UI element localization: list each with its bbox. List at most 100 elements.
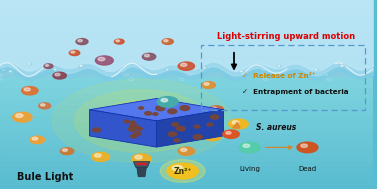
Circle shape <box>76 39 88 45</box>
Bar <box>0 8 372 15</box>
Circle shape <box>30 136 45 144</box>
Bar <box>0 0 372 8</box>
Text: S. aureus: S. aureus <box>256 123 296 132</box>
Polygon shape <box>89 98 224 121</box>
Bar <box>0 172 372 178</box>
Bar <box>0 81 372 87</box>
Circle shape <box>136 127 142 130</box>
Bar <box>0 178 372 183</box>
Circle shape <box>32 137 38 140</box>
Circle shape <box>204 83 209 85</box>
Circle shape <box>239 142 260 153</box>
Circle shape <box>145 112 152 115</box>
Circle shape <box>94 154 101 157</box>
Circle shape <box>53 72 66 79</box>
Polygon shape <box>156 110 224 147</box>
Circle shape <box>226 132 231 134</box>
Circle shape <box>181 63 187 66</box>
Circle shape <box>44 64 53 68</box>
Circle shape <box>24 88 30 91</box>
Circle shape <box>157 97 178 107</box>
Circle shape <box>144 54 149 57</box>
Bar <box>0 30 372 38</box>
Circle shape <box>207 123 213 126</box>
Circle shape <box>232 121 239 124</box>
Circle shape <box>78 40 82 42</box>
Bar <box>0 68 372 76</box>
Circle shape <box>204 132 221 141</box>
Circle shape <box>144 163 146 164</box>
Circle shape <box>41 104 45 106</box>
Circle shape <box>168 132 177 136</box>
Polygon shape <box>137 167 146 177</box>
Bar <box>0 121 372 127</box>
Circle shape <box>223 130 239 138</box>
Text: Light-stirring upward motion: Light-stirring upward motion <box>218 32 356 41</box>
Circle shape <box>211 107 216 110</box>
Polygon shape <box>133 162 150 167</box>
Circle shape <box>164 40 168 42</box>
Bar <box>0 38 372 45</box>
Circle shape <box>15 114 23 118</box>
Circle shape <box>204 67 205 68</box>
Circle shape <box>135 155 142 159</box>
Circle shape <box>178 62 195 70</box>
Circle shape <box>176 126 185 131</box>
Bar <box>0 161 372 166</box>
Circle shape <box>80 65 82 66</box>
Bar <box>0 76 372 81</box>
Circle shape <box>45 65 49 66</box>
Bar <box>0 23 372 30</box>
Bar <box>0 104 372 110</box>
Circle shape <box>341 65 343 66</box>
Bar <box>0 144 372 149</box>
Bar <box>0 87 372 93</box>
Bar <box>0 110 372 115</box>
Bar <box>0 53 372 60</box>
Circle shape <box>156 106 165 111</box>
Bar <box>0 127 372 132</box>
Bar <box>0 132 372 138</box>
Circle shape <box>193 135 202 139</box>
Ellipse shape <box>52 79 231 163</box>
Circle shape <box>241 71 242 72</box>
Circle shape <box>168 109 177 114</box>
Circle shape <box>132 154 151 164</box>
Bar <box>0 138 372 144</box>
Circle shape <box>69 50 80 56</box>
Circle shape <box>172 165 182 171</box>
Circle shape <box>178 147 195 155</box>
Circle shape <box>10 71 11 72</box>
Text: ✓  Entrapment of bacteria: ✓ Entrapment of bacteria <box>242 89 349 95</box>
Circle shape <box>93 128 101 132</box>
Polygon shape <box>89 110 156 147</box>
Text: Bule Light: Bule Light <box>17 172 73 182</box>
Circle shape <box>55 73 60 76</box>
Circle shape <box>139 107 144 109</box>
Circle shape <box>243 144 250 147</box>
Ellipse shape <box>75 90 209 152</box>
Circle shape <box>210 115 219 119</box>
Circle shape <box>71 51 75 53</box>
Circle shape <box>39 103 51 109</box>
Bar <box>0 183 372 189</box>
Circle shape <box>297 142 318 153</box>
Circle shape <box>133 132 141 136</box>
Circle shape <box>13 112 32 122</box>
Bar <box>0 115 372 121</box>
Circle shape <box>161 98 168 102</box>
Circle shape <box>124 120 129 123</box>
Circle shape <box>153 113 158 115</box>
Circle shape <box>143 53 156 60</box>
Ellipse shape <box>97 100 186 142</box>
Circle shape <box>128 127 136 131</box>
Text: Zn²⁺: Zn²⁺ <box>173 167 192 176</box>
Circle shape <box>172 123 179 126</box>
Circle shape <box>167 163 198 179</box>
Bar <box>0 149 372 155</box>
Circle shape <box>209 106 224 113</box>
Circle shape <box>21 87 38 95</box>
Bar <box>0 98 372 104</box>
Circle shape <box>160 160 205 182</box>
Circle shape <box>202 82 215 88</box>
